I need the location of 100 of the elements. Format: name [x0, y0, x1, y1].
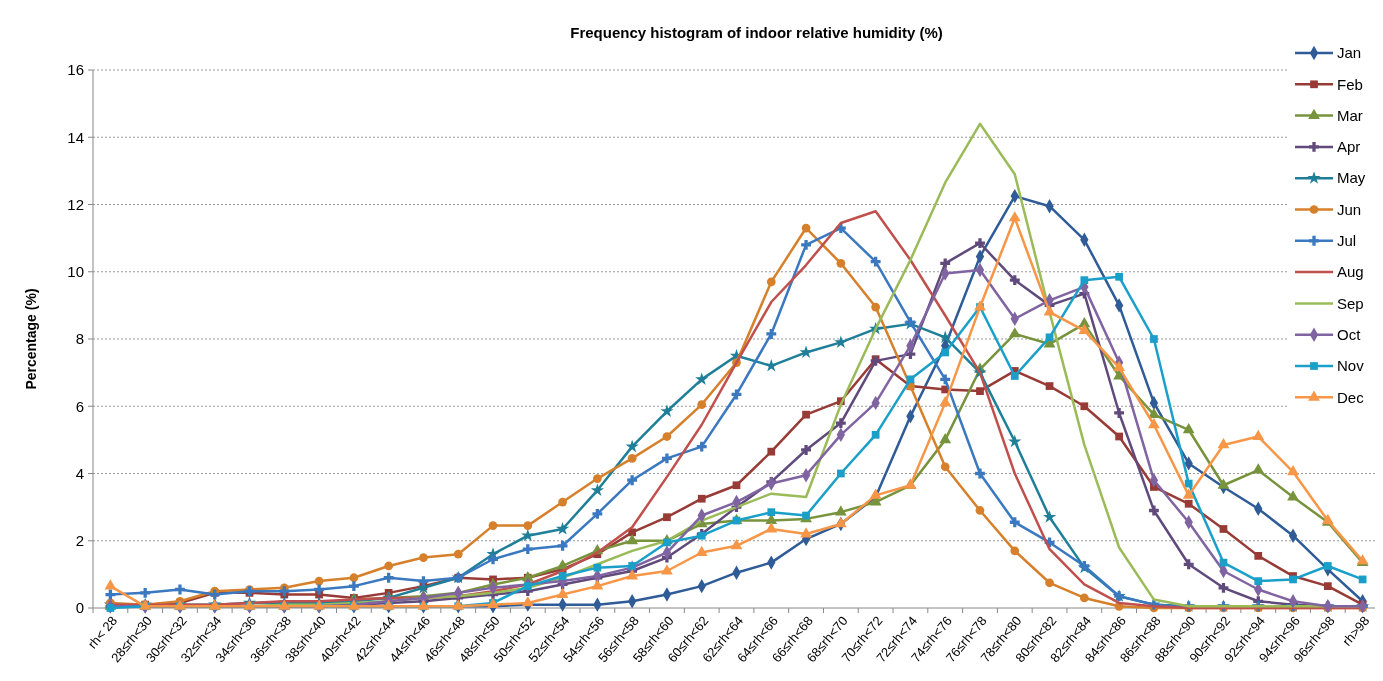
point: [1182, 488, 1195, 499]
y-tick-label: 14: [67, 128, 84, 146]
point: [349, 573, 359, 583]
legend-label: Apr: [1337, 138, 1361, 156]
point: [871, 430, 880, 439]
point: [1080, 276, 1089, 285]
point: [940, 462, 950, 472]
point: [767, 447, 776, 456]
legend-label: May: [1337, 169, 1366, 187]
y-tick-label: 16: [67, 61, 84, 79]
point: [1009, 517, 1020, 528]
legend-label: Sep: [1337, 294, 1364, 312]
point: [627, 454, 637, 463]
point: [730, 539, 743, 550]
point: [1289, 575, 1297, 584]
point: [591, 579, 604, 590]
point: [626, 533, 639, 545]
point: [1115, 432, 1123, 441]
point: [1287, 490, 1299, 501]
point: [523, 582, 532, 591]
point: [522, 544, 533, 555]
point: [800, 527, 812, 538]
point: [314, 584, 325, 595]
legend-label: Mar: [1337, 106, 1363, 124]
point: [592, 474, 602, 483]
y-tick-label: 6: [75, 397, 84, 415]
legend-label: Aug: [1337, 263, 1364, 281]
point: [1287, 465, 1299, 476]
point: [1008, 327, 1021, 338]
y-tick-label: 10: [67, 263, 84, 280]
point: [1150, 335, 1158, 343]
point: [628, 562, 637, 570]
point: [941, 348, 950, 357]
point: [834, 505, 847, 516]
point: [626, 569, 639, 580]
point: [1148, 407, 1160, 419]
point: [732, 481, 741, 490]
point: [697, 494, 706, 503]
point: [976, 387, 984, 395]
point: [1043, 305, 1056, 316]
point: [660, 404, 674, 417]
y-tick-label: 2: [75, 532, 84, 549]
point: [1184, 499, 1193, 508]
point: [975, 238, 985, 249]
point: [279, 586, 290, 597]
point: [557, 540, 568, 551]
point: [764, 358, 778, 372]
point: [314, 576, 324, 586]
point: [1219, 525, 1228, 533]
y-axis-title: Percentage (%): [23, 288, 39, 390]
point: [871, 302, 881, 312]
point: [1252, 463, 1265, 474]
legend-label: Feb: [1337, 75, 1363, 93]
point: [975, 468, 985, 479]
point: [802, 410, 810, 419]
point: [869, 488, 882, 499]
point: [939, 396, 952, 407]
point: [836, 469, 845, 478]
point: [906, 375, 915, 384]
point: [348, 581, 359, 592]
point: [1114, 408, 1125, 418]
point: [556, 587, 569, 598]
point: [835, 418, 846, 428]
point: [1148, 417, 1160, 429]
point: [140, 587, 151, 598]
point: [1113, 360, 1126, 371]
point: [1183, 559, 1194, 570]
y-tick-label: 12: [67, 195, 84, 213]
point: [521, 596, 534, 607]
legend-label: Dec: [1337, 388, 1365, 406]
point: [625, 439, 639, 453]
point: [836, 258, 846, 268]
point: [1009, 275, 1020, 286]
point: [940, 374, 951, 385]
point: [1254, 577, 1263, 585]
point: [1045, 333, 1054, 342]
point: [1323, 562, 1332, 570]
point: [1010, 546, 1020, 556]
point: [1182, 422, 1195, 434]
point: [1080, 402, 1089, 411]
point: [696, 441, 707, 452]
point: [834, 517, 847, 528]
point: [801, 223, 811, 233]
point: [662, 453, 672, 464]
legend-label: Jun: [1337, 200, 1362, 218]
legend-label: Nov: [1337, 357, 1365, 375]
point: [975, 506, 985, 515]
point: [1045, 382, 1054, 390]
point: [593, 563, 602, 572]
point: [1148, 505, 1159, 516]
point: [1217, 478, 1230, 489]
point: [1323, 582, 1332, 591]
point: [1010, 372, 1019, 380]
point: [663, 513, 671, 522]
y-tick-label: 8: [75, 330, 84, 348]
point: [1078, 323, 1091, 334]
legend-label: Jul: [1337, 232, 1357, 250]
point: [940, 258, 951, 269]
point: [1254, 552, 1263, 560]
point: [523, 521, 533, 530]
